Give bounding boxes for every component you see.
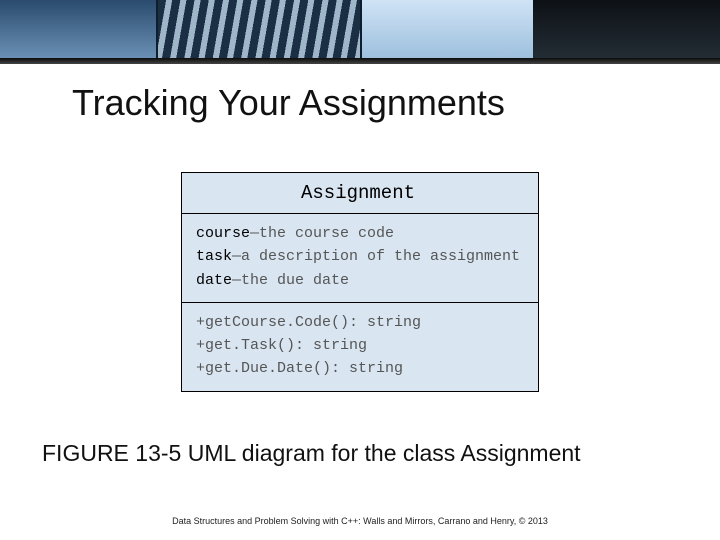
uml-attr-desc: —the due date: [232, 272, 349, 289]
decorative-rail: [0, 58, 720, 64]
uml-attr-name: task: [196, 248, 232, 265]
uml-attr-name: date: [196, 272, 232, 289]
uml-class-name: Assignment: [181, 173, 538, 214]
uml-attr-row: course—the course code: [196, 222, 520, 245]
uml-attributes: course—the course code task—a descriptio…: [181, 214, 538, 303]
slide-title: Tracking Your Assignments: [72, 82, 720, 124]
uml-class-box: Assignment course—the course code task—a…: [181, 172, 539, 392]
uml-op-row: +get.Due.Date(): string: [196, 357, 520, 380]
bg-panel: [0, 0, 156, 58]
bg-panel: [156, 0, 362, 58]
bg-panel: [362, 0, 533, 58]
uml-attr-desc: —a description of the assignment: [232, 248, 520, 265]
bg-panel: [533, 0, 720, 58]
uml-container: Assignment course—the course code task—a…: [0, 172, 720, 392]
uml-operations: +getCourse.Code(): string +get.Task(): s…: [181, 302, 538, 391]
uml-attr-row: task—a description of the assignment: [196, 245, 520, 268]
figure-caption: FIGURE 13-5 UML diagram for the class As…: [42, 440, 678, 467]
uml-attr-name: course: [196, 225, 250, 242]
uml-attr-row: date—the due date: [196, 269, 520, 292]
slide: Tracking Your Assignments Assignment cou…: [0, 0, 720, 540]
uml-op-row: +getCourse.Code(): string: [196, 311, 520, 334]
uml-attr-desc: —the course code: [250, 225, 394, 242]
slide-footer: Data Structures and Problem Solving with…: [0, 516, 720, 526]
uml-op-row: +get.Task(): string: [196, 334, 520, 357]
decorative-photo-band: [0, 0, 720, 58]
